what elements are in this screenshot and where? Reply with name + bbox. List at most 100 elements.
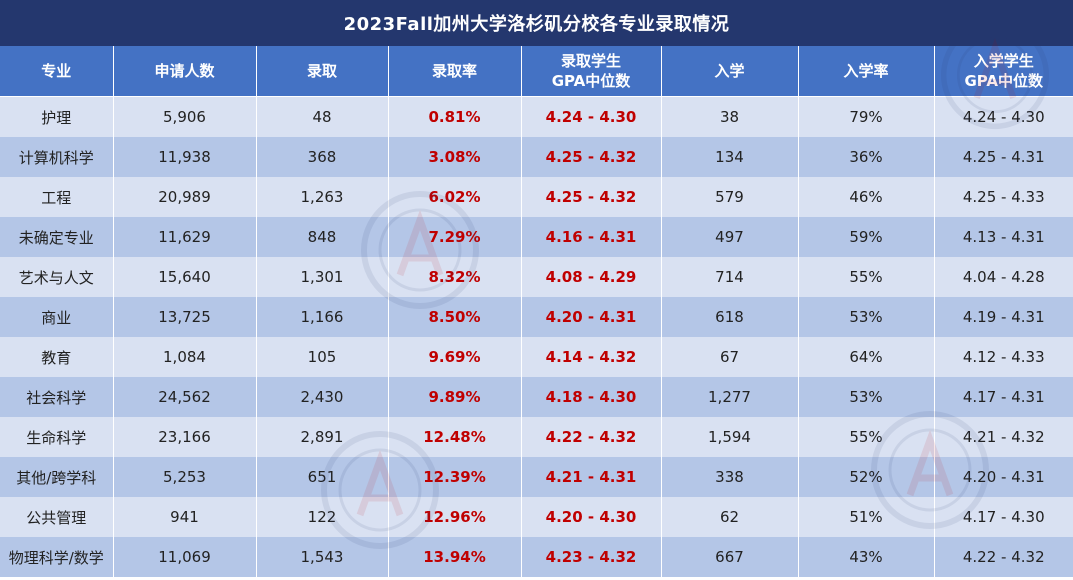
column-header-line1: 入学率	[843, 62, 889, 80]
header-row: 专业 申请人数 录取 录取率 录取学生 GPA中位数 入学 入学率 入学学生 GPA中位数	[0, 46, 1073, 97]
admit-gpa-cell: 4.08 - 4.29	[521, 257, 662, 297]
admitted-cell: 122	[256, 497, 389, 537]
admit-rate-cell: 3.08%	[388, 137, 522, 177]
column-header-line2: GPA中位数	[551, 72, 631, 90]
column-header: 入学学生 GPA中位数	[934, 46, 1073, 97]
applicants-cell: 11,629	[113, 217, 257, 257]
admit-gpa-cell: 4.22 - 4.32	[521, 417, 662, 457]
table-body: 护理 5,906 48 0.81% 4.24 - 4.30 38 79% 4.24 - 4.3…	[0, 96, 1073, 577]
admitted-cell: 1,543	[256, 537, 389, 577]
enroll-gpa-cell: 4.20 - 4.31	[934, 457, 1073, 497]
applicants-cell: 24,562	[113, 377, 257, 417]
enrolled-cell: 62	[661, 497, 799, 537]
enrolled-cell: 1,277	[661, 377, 799, 417]
admit-gpa-cell: 4.18 - 4.30	[521, 377, 662, 417]
yield-rate-cell: 36%	[798, 137, 935, 177]
admit-rate-cell: 12.39%	[388, 457, 522, 497]
major-cell: 社会科学	[0, 377, 114, 417]
major-cell: 其他/跨学科	[0, 457, 114, 497]
yield-rate-cell: 64%	[798, 337, 935, 377]
column-header: 申请人数	[113, 46, 257, 97]
enroll-gpa-cell: 4.25 - 4.33	[934, 177, 1073, 217]
applicants-cell: 23,166	[113, 417, 257, 457]
major-cell: 计算机科学	[0, 137, 114, 177]
table-row: 商业 13,725 1,166 8.50% 4.20 - 4.31 618 53% 4.19 …	[0, 297, 1073, 337]
admit-rate-cell: 6.02%	[388, 177, 522, 217]
admitted-cell: 2,891	[256, 417, 389, 457]
admitted-cell: 368	[256, 137, 389, 177]
admissions-table: 专业 申请人数 录取 录取率 录取学生 GPA中位数 入学 入学率 入学学生 GPA中位数 护理 5…	[0, 46, 1073, 577]
enroll-gpa-cell: 4.12 - 4.33	[934, 337, 1073, 377]
table-title: 2023Fall加州大学洛杉矶分校各专业录取情况	[0, 0, 1073, 46]
enroll-gpa-cell: 4.25 - 4.31	[934, 137, 1073, 177]
admit-gpa-cell: 4.20 - 4.30	[521, 497, 662, 537]
column-header-line2: GPA中位数	[964, 72, 1044, 90]
applicants-cell: 13,725	[113, 297, 257, 337]
column-header: 录取	[256, 46, 389, 97]
yield-rate-cell: 53%	[798, 377, 935, 417]
admitted-cell: 651	[256, 457, 389, 497]
enrolled-cell: 38	[661, 96, 799, 137]
enroll-gpa-cell: 4.13 - 4.31	[934, 217, 1073, 257]
admit-rate-cell: 12.96%	[388, 497, 522, 537]
enrolled-cell: 134	[661, 137, 799, 177]
yield-rate-cell: 43%	[798, 537, 935, 577]
column-header-line1: 入学学生	[973, 52, 1034, 70]
column-header: 录取学生 GPA中位数	[521, 46, 662, 97]
major-cell: 护理	[0, 96, 114, 137]
admitted-cell: 2,430	[256, 377, 389, 417]
column-header-line1: 申请人数	[154, 62, 215, 80]
admitted-cell: 48	[256, 96, 389, 137]
admit-gpa-cell: 4.16 - 4.31	[521, 217, 662, 257]
table-row: 艺术与人文 15,640 1,301 8.32% 4.08 - 4.29 714 55% 4.…	[0, 257, 1073, 297]
yield-rate-cell: 59%	[798, 217, 935, 257]
applicants-cell: 941	[113, 497, 257, 537]
table-row: 其他/跨学科 5,253 651 12.39% 4.21 - 4.31 338 52% 4.2…	[0, 457, 1073, 497]
enrolled-cell: 67	[661, 337, 799, 377]
admit-gpa-cell: 4.25 - 4.32	[521, 137, 662, 177]
enrolled-cell: 338	[661, 457, 799, 497]
table-row: 社会科学 24,562 2,430 9.89% 4.18 - 4.30 1,277 53% 4…	[0, 377, 1073, 417]
enroll-gpa-cell: 4.22 - 4.32	[934, 537, 1073, 577]
admit-rate-cell: 8.32%	[388, 257, 522, 297]
admit-gpa-cell: 4.14 - 4.32	[521, 337, 662, 377]
yield-rate-cell: 51%	[798, 497, 935, 537]
major-cell: 公共管理	[0, 497, 114, 537]
table-row: 工程 20,989 1,263 6.02% 4.25 - 4.32 579 46% 4.25 …	[0, 177, 1073, 217]
admit-gpa-cell: 4.24 - 4.30	[521, 96, 662, 137]
applicants-cell: 11,069	[113, 537, 257, 577]
major-cell: 商业	[0, 297, 114, 337]
table-row: 生命科学 23,166 2,891 12.48% 4.22 - 4.32 1,594 55%…	[0, 417, 1073, 457]
table-row: 计算机科学 11,938 368 3.08% 4.25 - 4.32 134 36% 4.25…	[0, 137, 1073, 177]
major-cell: 未确定专业	[0, 217, 114, 257]
major-cell: 生命科学	[0, 417, 114, 457]
column-header-line1: 专业	[41, 62, 72, 80]
admit-rate-cell: 9.89%	[388, 377, 522, 417]
admit-rate-cell: 13.94%	[388, 537, 522, 577]
major-cell: 物理科学/数学	[0, 537, 114, 577]
table-row: 教育 1,084 105 9.69% 4.14 - 4.32 67 64% 4.12 - 4.…	[0, 337, 1073, 377]
table-row: 公共管理 941 122 12.96% 4.20 - 4.30 62 51% 4.17 - 4…	[0, 497, 1073, 537]
yield-rate-cell: 46%	[798, 177, 935, 217]
enrolled-cell: 497	[661, 217, 799, 257]
applicants-cell: 5,253	[113, 457, 257, 497]
major-cell: 教育	[0, 337, 114, 377]
admit-gpa-cell: 4.20 - 4.31	[521, 297, 662, 337]
major-cell: 工程	[0, 177, 114, 217]
admit-rate-cell: 7.29%	[388, 217, 522, 257]
admit-rate-cell: 9.69%	[388, 337, 522, 377]
enrolled-cell: 667	[661, 537, 799, 577]
table-row: 物理科学/数学 11,069 1,543 13.94% 4.23 - 4.32 667 43…	[0, 537, 1073, 577]
enroll-gpa-cell: 4.04 - 4.28	[934, 257, 1073, 297]
admit-gpa-cell: 4.25 - 4.32	[521, 177, 662, 217]
enroll-gpa-cell: 4.21 - 4.32	[934, 417, 1073, 457]
major-cell: 艺术与人文	[0, 257, 114, 297]
admitted-cell: 1,301	[256, 257, 389, 297]
column-header-line1: 入学	[714, 62, 745, 80]
applicants-cell: 11,938	[113, 137, 257, 177]
admitted-cell: 1,166	[256, 297, 389, 337]
enrolled-cell: 579	[661, 177, 799, 217]
admit-gpa-cell: 4.21 - 4.31	[521, 457, 662, 497]
enrolled-cell: 714	[661, 257, 799, 297]
column-header-line1: 录取学生	[560, 52, 621, 70]
